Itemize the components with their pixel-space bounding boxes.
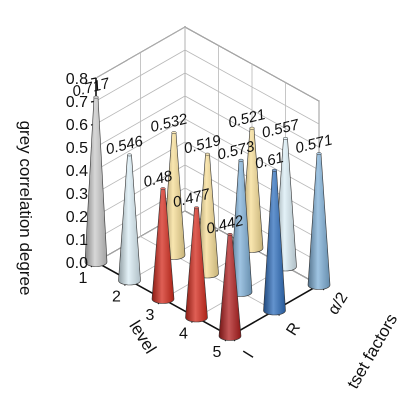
level-tick-label: 2 [112,289,121,306]
cone-tip [126,153,133,157]
cone-body [263,169,286,316]
cone-1-l [84,95,108,267]
y-axis-label: tset factors [343,310,401,392]
cone-tip [193,206,200,210]
cone-body [84,96,108,267]
level-tick-label: 3 [146,307,155,324]
z-tick-label: 0.0 [66,255,88,272]
data-label: 0.61 [253,149,285,173]
cone-tip [271,168,278,172]
factor-tick-label: R [284,320,305,339]
x-axis-label: level [125,317,160,357]
cone-tip [249,126,255,130]
cone-2-l [118,153,141,286]
z-tick-label: 0.5 [66,140,88,157]
cone-body [307,153,331,290]
cone-series [84,95,331,341]
cone-tip [282,137,289,140]
z-tick-label: 0.6 [66,117,88,134]
cone-body [118,154,141,286]
data-label: 0.48 [142,167,175,191]
z-tick-label: 0.7 [66,94,88,111]
factor-tick-label: α/2 [325,290,351,318]
cone-tip [171,131,177,134]
cone-body [151,188,175,304]
z-tick-label: 0.8 [66,71,88,88]
cone-tip [316,152,322,156]
level-tick-label: 5 [213,344,222,361]
z-tick-label: 0.3 [66,186,88,203]
z-tick-label: 0.4 [66,163,88,180]
z-tick-label: 0.1 [66,232,88,249]
z-axis-label: grey correlation degree [16,121,35,296]
cone-body [185,207,208,323]
cone-3-l [151,187,175,304]
cone-body [218,234,242,341]
cone-tip [204,152,211,156]
z-tick-mark [90,77,97,80]
cone-5-l [218,232,242,341]
cone-tip [227,232,233,236]
factor-tick-label: l [241,349,257,361]
z-tick-label: 0.2 [66,209,88,226]
tick-labels: 0.0 0.1 0.2 0.3 0.4 0.5 0.6 0.7 0.8 1 2 3 4 5 l Rα/2 [66,71,352,361]
level-tick-label: 1 [79,270,88,287]
cone-tip [238,158,244,162]
cone-4-l [185,206,208,323]
cone-5-α/2 [307,152,331,290]
cone-5-R [263,168,286,316]
cone-tip [93,95,99,99]
cone-tip [160,187,166,190]
level-tick-label: 4 [179,326,188,343]
